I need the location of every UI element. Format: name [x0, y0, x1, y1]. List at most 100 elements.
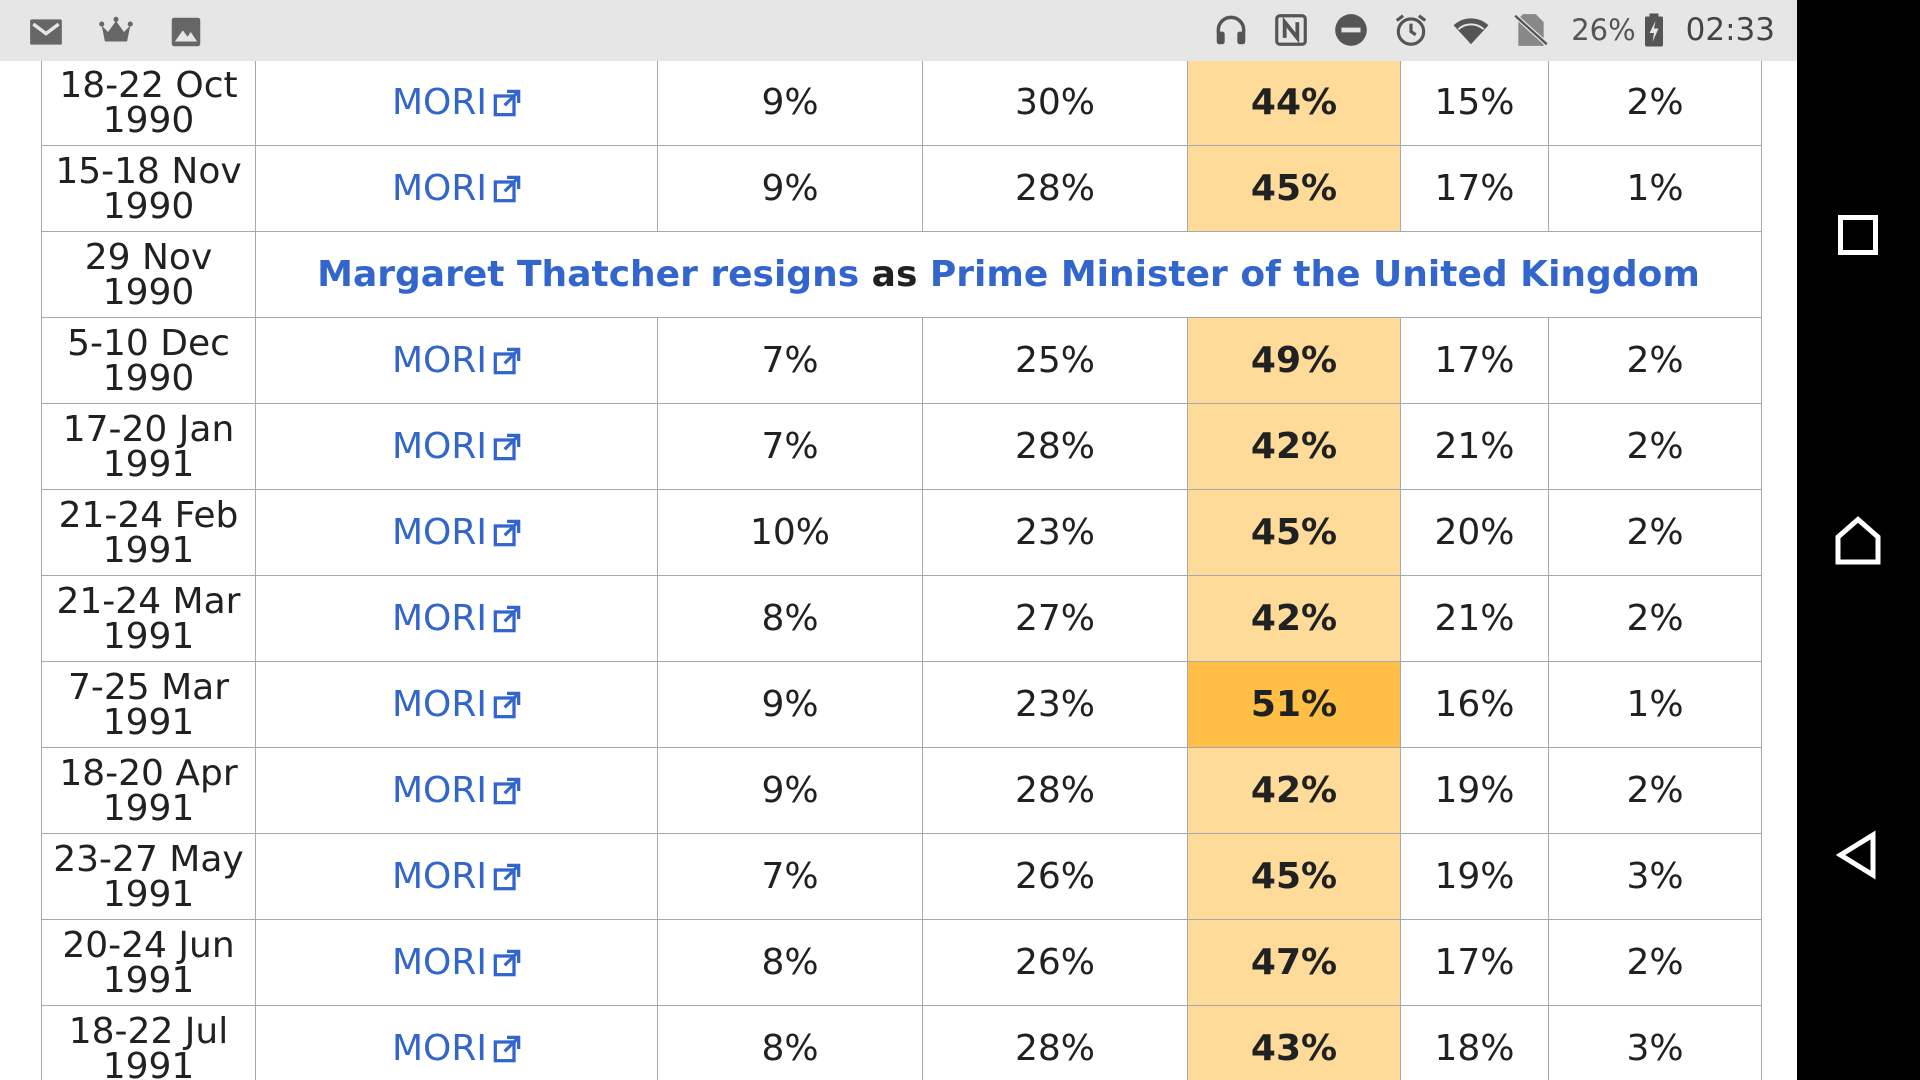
- value-cell: 23%: [922, 661, 1188, 748]
- table-row: 18-22 Oct 1990 MORI 9% 30% 44% 15% 2%: [41, 61, 1762, 146]
- lead-value-cell: 45%: [1187, 489, 1401, 576]
- table-row: 20-24 Jun 1991 MORI 8% 26% 47% 17% 2%: [41, 919, 1762, 1006]
- value-cell: 8%: [657, 575, 923, 662]
- date-line: 1991: [102, 701, 195, 743]
- value-cell: 9%: [657, 145, 923, 232]
- table-row: 7-25 Mar 1991 MORI 9% 23% 51% 16% 1%: [41, 661, 1762, 748]
- recents-button[interactable]: [1818, 195, 1898, 275]
- pollster-link[interactable]: MORI: [392, 168, 521, 209]
- value-cell: 7%: [657, 403, 923, 490]
- date-line: 1991: [102, 1045, 195, 1080]
- pollster-link[interactable]: MORI: [392, 512, 521, 553]
- pollster-cell: MORI: [255, 833, 658, 920]
- value-cell: 17%: [1400, 145, 1549, 232]
- external-link-icon: [493, 347, 521, 375]
- prime-minister-link[interactable]: Prime Minister of the United Kingdom: [929, 254, 1700, 295]
- date-line: 5-10 Dec: [67, 322, 230, 364]
- pollster-link[interactable]: MORI: [392, 1028, 521, 1069]
- date-cell: 21-24 Feb 1991: [41, 489, 256, 576]
- gallery-icon: [166, 12, 206, 52]
- external-link-icon: [493, 433, 521, 461]
- pollster-label[interactable]: MORI: [391, 82, 488, 123]
- status-left-icons: [26, 12, 206, 52]
- value-cell: 2%: [1548, 403, 1762, 490]
- table-row: 5-10 Dec 1990 MORI 7% 25% 49% 17% 2%: [41, 317, 1762, 404]
- pollster-cell: MORI: [255, 661, 658, 748]
- lead-value-cell: 51%: [1187, 661, 1401, 748]
- date-cell: 20-24 Jun 1991: [41, 919, 256, 1006]
- pollster-label[interactable]: MORI: [391, 340, 488, 381]
- value-cell: 27%: [922, 575, 1188, 662]
- pollster-link[interactable]: MORI: [392, 82, 521, 123]
- value-cell: 30%: [922, 61, 1188, 146]
- value-cell: 2%: [1548, 489, 1762, 576]
- table-row: 15-18 Nov 1990 MORI 9% 28% 45% 17% 1%: [41, 145, 1762, 232]
- back-icon: [1835, 830, 1876, 880]
- pollster-cell: MORI: [255, 489, 658, 576]
- pollster-link[interactable]: MORI: [392, 856, 521, 897]
- value-cell: 20%: [1400, 489, 1549, 576]
- pollster-label[interactable]: MORI: [391, 856, 488, 897]
- clock: 02:33: [1685, 12, 1775, 48]
- status-bar: 26% 02:33: [0, 0, 1797, 61]
- value-cell: 2%: [1548, 919, 1762, 1006]
- pollster-label[interactable]: MORI: [391, 770, 488, 811]
- pollster-link[interactable]: MORI: [392, 684, 521, 725]
- value-cell: 18%: [1400, 1005, 1549, 1080]
- pollster-label[interactable]: MORI: [391, 598, 488, 639]
- value-cell: 28%: [922, 403, 1188, 490]
- value-cell: 21%: [1400, 403, 1549, 490]
- pollster-label[interactable]: MORI: [391, 512, 488, 553]
- date-line: 20-24 Jun: [62, 924, 235, 966]
- wifi-icon: [1451, 10, 1491, 50]
- thatcher-resigns-link[interactable]: Margaret Thatcher resigns: [317, 254, 860, 295]
- pollster-label[interactable]: MORI: [391, 426, 488, 467]
- nfc-icon: [1271, 10, 1311, 50]
- pollster-link[interactable]: MORI: [392, 770, 521, 811]
- table-row: 17-20 Jan 1991 MORI 7% 28% 42% 21% 2%: [41, 403, 1762, 490]
- date-cell: 23-27 May 1991: [41, 833, 256, 920]
- lead-value-cell: 45%: [1187, 145, 1401, 232]
- pollster-link[interactable]: MORI: [392, 598, 521, 639]
- home-button[interactable]: [1818, 502, 1898, 582]
- date-cell: 18-22 Jul 1991: [41, 1005, 256, 1080]
- value-cell: 25%: [922, 317, 1188, 404]
- crown-icon: [96, 12, 136, 52]
- value-cell: 2%: [1548, 61, 1762, 146]
- external-link-icon: [493, 777, 521, 805]
- external-link-icon: [493, 949, 521, 977]
- back-button[interactable]: [1818, 815, 1898, 895]
- table-row: 23-27 May 1991 MORI 7% 26% 45% 19% 3%: [41, 833, 1762, 920]
- pollster-label[interactable]: MORI: [391, 1028, 488, 1069]
- value-cell: 10%: [657, 489, 923, 576]
- pollster-label[interactable]: MORI: [391, 168, 488, 209]
- value-cell: 2%: [1548, 317, 1762, 404]
- headphones-icon: [1211, 10, 1251, 50]
- poll-table-container[interactable]: 18-22 Oct 1990 MORI 9% 30% 44% 15% 2% 15-18 Nov 1…: [0, 61, 1797, 1080]
- value-cell: 19%: [1400, 833, 1549, 920]
- value-cell: 28%: [922, 1005, 1188, 1080]
- date-line: 17-20 Jan: [62, 408, 235, 450]
- value-cell: 7%: [657, 833, 923, 920]
- pollster-link[interactable]: MORI: [392, 340, 521, 381]
- pollster-label[interactable]: MORI: [391, 942, 488, 983]
- recents-icon: [1838, 215, 1878, 255]
- date-line: 1991: [102, 615, 195, 657]
- pollster-cell: MORI: [255, 1005, 658, 1080]
- battery-icon: [1642, 10, 1666, 50]
- date-cell: 21-24 Mar 1991: [41, 575, 256, 662]
- lead-value-cell: 42%: [1187, 575, 1401, 662]
- date-line: 1991: [102, 959, 195, 1001]
- lead-value-cell: 47%: [1187, 919, 1401, 1006]
- do-not-disturb-icon: [1331, 10, 1371, 50]
- external-link-icon: [493, 175, 521, 203]
- pollster-link[interactable]: MORI: [392, 426, 521, 467]
- value-cell: 9%: [657, 61, 923, 146]
- table-row: 29 Nov 1990 Margaret Thatcher resigns as P…: [41, 231, 1762, 318]
- date-line: 29 Nov: [84, 236, 213, 278]
- external-link-icon: [493, 691, 521, 719]
- pollster-link[interactable]: MORI: [392, 942, 521, 983]
- pollster-cell: MORI: [255, 747, 658, 834]
- value-cell: 8%: [657, 919, 923, 1006]
- pollster-label[interactable]: MORI: [391, 684, 488, 725]
